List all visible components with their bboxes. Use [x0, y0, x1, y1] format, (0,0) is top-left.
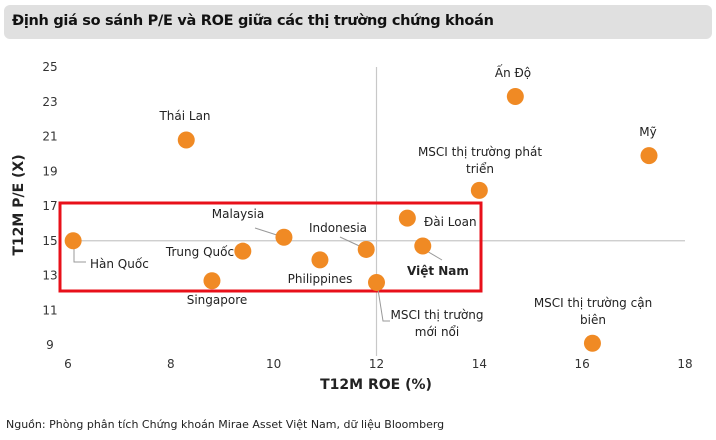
- x-tick-label: 6: [64, 357, 72, 371]
- y-tick-label: 11: [42, 303, 57, 317]
- source-note: Nguồn: Phòng phân tích Chứng khoán Mirae…: [6, 418, 445, 431]
- y-tick-label: 15: [42, 234, 57, 248]
- x-axis-title: T12M ROE (%): [320, 377, 432, 393]
- data-label: Mỹ: [639, 125, 656, 139]
- data-point: [234, 242, 252, 260]
- data-point: [275, 228, 293, 246]
- data-point: [177, 131, 195, 149]
- data-point: [583, 334, 601, 352]
- data-point: [203, 272, 221, 290]
- y-tick-label: 19: [42, 164, 57, 178]
- highlight-box: [58, 201, 483, 293]
- data-label: Thái Lan: [158, 109, 210, 123]
- x-tick-label: 12: [369, 357, 384, 371]
- data-point: [470, 181, 488, 199]
- chart-title: Định giá so sánh P/E và ROE giữa các thị…: [12, 13, 494, 29]
- chart-title-bar: Định giá so sánh P/E và ROE giữa các thị…: [4, 5, 712, 39]
- data-point: [414, 237, 432, 255]
- y-tick-label: 23: [42, 95, 57, 109]
- data-label: Ấn Độ: [495, 64, 531, 80]
- data-point: [64, 232, 82, 250]
- data-label: MSCI thị trường phát triển: [418, 145, 542, 176]
- y-tick-label: 13: [42, 269, 57, 283]
- x-tick-label: 14: [472, 357, 487, 371]
- y-tick-label: 9: [46, 338, 54, 352]
- x-tick-label: 10: [266, 357, 281, 371]
- data-label: MSCI thị trường cận biên: [534, 296, 652, 327]
- x-tick-label: 8: [167, 357, 175, 371]
- data-point: [506, 88, 524, 106]
- data-label: Đài Loan: [424, 215, 477, 229]
- data-label: Malaysia: [212, 207, 264, 221]
- data-point: [640, 147, 658, 165]
- y-tick-label: 25: [42, 60, 57, 74]
- data-label: Trung Quốc: [165, 245, 234, 259]
- data-point: [398, 209, 416, 227]
- data-point: [368, 273, 385, 291]
- data-point: [357, 240, 375, 258]
- data-label: MSCI thị trường mới nổi: [391, 308, 484, 339]
- data-label: Việt Nam: [407, 264, 469, 278]
- data-label: Singapore: [187, 293, 248, 307]
- data-point: [311, 251, 329, 269]
- y-axis-title: T12M P/E (X): [11, 154, 27, 255]
- data-label: Hàn Quốc: [90, 257, 149, 271]
- x-tick-label: 18: [677, 357, 692, 371]
- leader-line: [376, 282, 390, 322]
- y-tick-label: 21: [42, 130, 57, 144]
- data-label: Indonesia: [309, 221, 367, 235]
- y-tick-label: 17: [42, 199, 57, 213]
- data-label: Philippines: [288, 272, 353, 286]
- x-tick-label: 16: [575, 357, 590, 371]
